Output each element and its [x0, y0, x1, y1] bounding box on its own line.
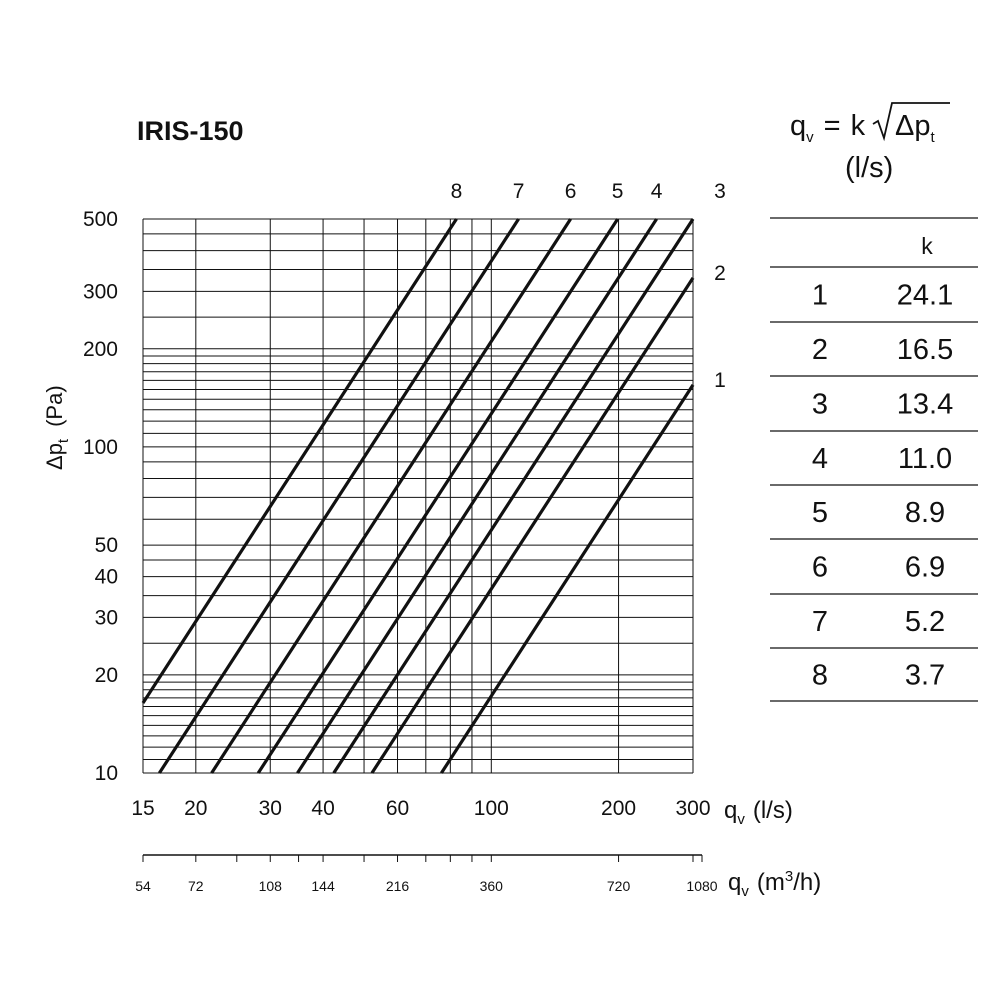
- secondary-x-axis: 54 72 108 144 216 360 720 1080: [135, 854, 718, 894]
- y-tick-label: 500: [83, 208, 118, 231]
- curve-4: [296, 218, 658, 774]
- k-table-curve-id: 6: [812, 552, 828, 584]
- x2-axis-label-unit-sup: 3: [785, 868, 793, 885]
- y-tick-label: 200: [83, 338, 118, 361]
- curve-label-5: 5: [612, 180, 624, 203]
- curve-1: [440, 383, 695, 774]
- x-tick-label: 15: [131, 797, 154, 820]
- y-tick-label: 300: [83, 280, 118, 303]
- k-table-curve-id: 3: [812, 389, 828, 421]
- chart-title: IRIS-150: [137, 116, 244, 146]
- k-table-curve-id: 4: [812, 443, 828, 475]
- y-tick-label: 20: [95, 664, 118, 687]
- x2-axis-label-unit-pre: (m: [757, 869, 785, 896]
- curve-label-7: 7: [513, 180, 525, 203]
- x-tick-labels: 15 20 30 40 60 100 200 300: [131, 797, 710, 820]
- k-table-curve-id: 8: [812, 660, 828, 692]
- formula-equals: =: [824, 110, 841, 142]
- x2-tick-label: 144: [311, 878, 335, 894]
- k-table-k-value: 3.7: [905, 660, 945, 692]
- x2-tick-label: 720: [607, 878, 631, 894]
- x2-tick-label: 54: [135, 878, 151, 894]
- y-axis-label: Δpt (Pa): [42, 385, 72, 470]
- svg-text:qv=k: qv = k: [790, 110, 866, 146]
- k-table-k-value: 6.9: [905, 552, 945, 584]
- y-tick-label: 30: [95, 606, 118, 629]
- x-tick-label: 20: [184, 797, 207, 820]
- x-tick-label: 30: [259, 797, 282, 820]
- curve-label-2: 2: [714, 262, 726, 285]
- k-table-curve-id: 5: [812, 497, 828, 529]
- x2-axis-label-sub: v: [741, 883, 749, 900]
- curve-7: [158, 218, 520, 774]
- x2-tick-label: 108: [259, 878, 283, 894]
- y-tick-label: 10: [95, 762, 118, 785]
- x2-tick-label: 1080: [686, 878, 717, 894]
- formula-lhs: q: [790, 110, 806, 142]
- curve-label-6: 6: [565, 180, 577, 203]
- curve-6: [210, 218, 572, 774]
- formula-k: k: [851, 110, 866, 142]
- x-axis-label-main: q: [724, 797, 737, 824]
- k-table-curve-id: 7: [812, 606, 828, 638]
- x-tick-label: 200: [601, 797, 636, 820]
- y-tick-label: 40: [95, 566, 118, 589]
- x2-tick-label: 360: [480, 878, 504, 894]
- x2-axis-label-unit-post: /h): [793, 869, 821, 896]
- y-axis-label-sub: t: [55, 438, 72, 443]
- curve-label-1: 1: [714, 369, 726, 392]
- x2-tick-label: 216: [386, 878, 410, 894]
- sqrt-sign: [872, 102, 950, 142]
- x-axis-label: qv (l/s): [724, 797, 793, 828]
- k-table-curve-id: 2: [812, 334, 828, 366]
- curve-3: [332, 218, 695, 774]
- k-table-k-value: 8.9: [905, 497, 945, 529]
- y-tick-label: 50: [95, 534, 118, 557]
- k-table-header: k: [921, 233, 933, 259]
- x-axis-label-unit: (l/s): [753, 797, 793, 824]
- curve-lines: [141, 218, 695, 774]
- x2-axis-label: qv (m3/h): [728, 868, 821, 900]
- y-tick-labels: 10 20 30 40 50 100 200 300 500: [83, 208, 118, 785]
- k-table-k-value: 5.2: [905, 606, 945, 638]
- x-tick-label: 100: [474, 797, 509, 820]
- formula-unit: (l/s): [845, 152, 893, 184]
- formula: qv = k Δpt (l/s): [790, 102, 950, 184]
- formula-radicand: Δp: [895, 110, 931, 142]
- x-tick-label: 40: [311, 797, 334, 820]
- plot-grid: [142, 218, 694, 774]
- k-table-k-value: 11.0: [898, 443, 952, 475]
- curve-label-8: 8: [451, 180, 463, 203]
- curve-2: [370, 276, 695, 774]
- k-table-k-value: 16.5: [897, 334, 953, 366]
- x-axis-label-sub: v: [737, 811, 745, 828]
- x2-axis-label-main: q: [728, 869, 741, 896]
- k-table-k-value: 13.4: [897, 389, 953, 421]
- curve-8: [141, 218, 458, 704]
- formula-lhs-sub: v: [806, 129, 814, 146]
- curve-label-3: 3: [714, 180, 726, 203]
- curve-labels: 1 2 3 4 5 6 7 8: [451, 180, 726, 392]
- curve-label-4: 4: [651, 180, 663, 203]
- y-axis-label-main: Δp: [42, 443, 67, 470]
- svg-text:Δpt: Δpt: [895, 110, 936, 146]
- curve-5: [256, 218, 619, 774]
- k-table: k 1 24.1 2 16.5 3 13.4 4 11.0 5 8.9 6 6.9 7 5.2 8 3.7: [770, 217, 978, 702]
- y-axis-label-unit: (Pa): [42, 385, 67, 427]
- x-tick-label: 60: [386, 797, 409, 820]
- x-tick-label: 300: [675, 797, 710, 820]
- y-tick-label: 100: [83, 436, 118, 459]
- k-table-k-value: 24.1: [897, 280, 953, 312]
- x2-tick-label: 72: [188, 878, 204, 894]
- k-table-curve-id: 1: [812, 280, 828, 312]
- formula-radicand-sub: t: [931, 129, 936, 146]
